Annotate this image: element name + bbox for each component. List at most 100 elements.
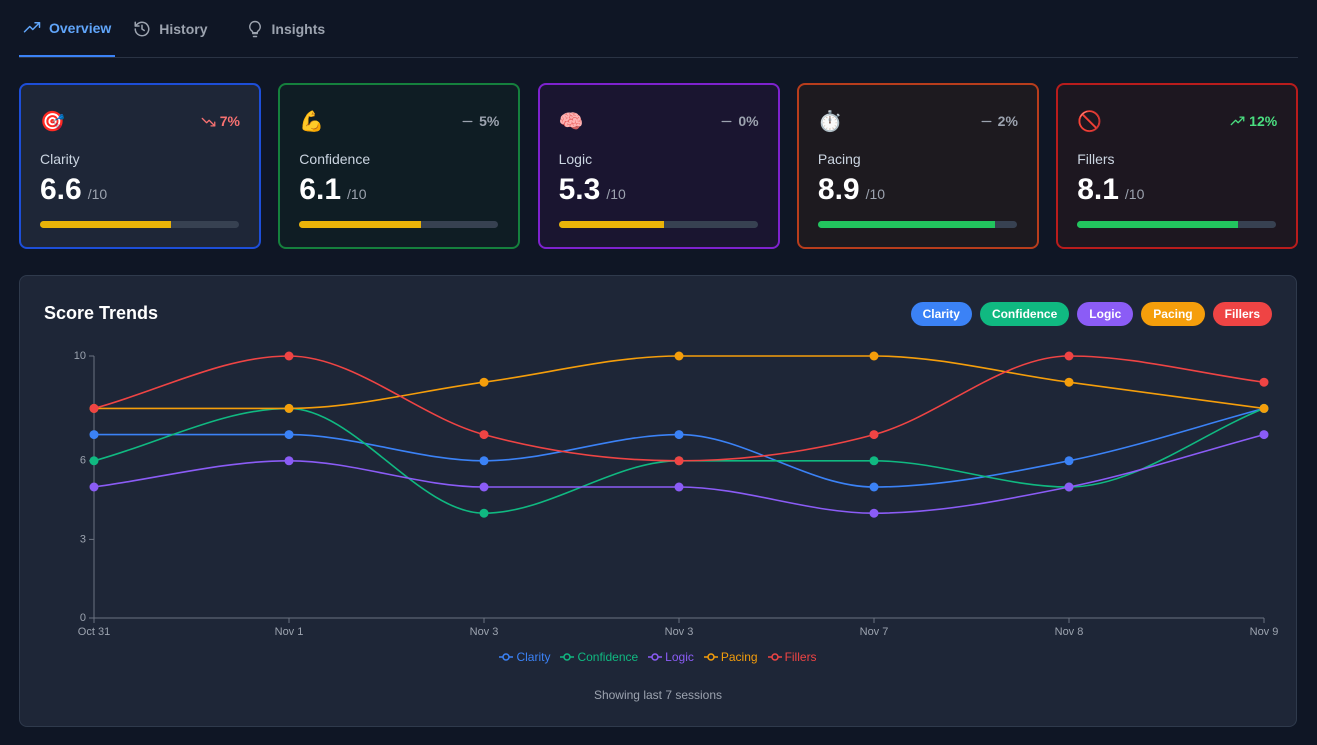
change-value: 5% <box>479 113 500 129</box>
tab-label: Overview <box>49 19 112 36</box>
point <box>674 482 684 492</box>
legend-label: Pacing <box>720 650 758 664</box>
x-tick-label: Nov 8 <box>1055 626 1084 638</box>
series-toggle[interactable]: Confidence <box>979 302 1070 326</box>
legend-item: Pacing <box>703 650 758 664</box>
legend-item: Logic <box>648 650 694 664</box>
series-line <box>93 433 1265 515</box>
change-value: 7% <box>219 113 240 129</box>
point <box>479 456 489 466</box>
x-tick-label: Nov 3 <box>470 626 499 638</box>
tab-bar: Overview History Insights <box>19 0 1298 58</box>
metric-card: 🎯 7% Clarity 6.6/10 <box>19 83 261 249</box>
score-max: /10 <box>347 186 367 202</box>
legend-swatch <box>560 653 575 661</box>
card-icon: 🎯 <box>40 111 65 133</box>
progress-bar <box>1077 221 1239 228</box>
point <box>1064 482 1074 492</box>
legend-swatch <box>648 653 663 661</box>
change: 7% <box>201 113 240 129</box>
y-tick-label: 10 <box>74 350 86 362</box>
metric-card: 🧠 0% Logic 5.3/10 <box>537 83 780 249</box>
metric-card: 🚫 12% Fillers 8.1/10 <box>1056 83 1299 249</box>
trend-icon <box>462 120 473 122</box>
tab[interactable]: Overview <box>19 0 116 57</box>
trend-icon <box>981 120 992 122</box>
score-max: /10 <box>87 186 108 202</box>
point <box>869 508 879 518</box>
point <box>1259 377 1269 387</box>
point <box>89 403 99 413</box>
series-toggles: Clarity Confidence Logic Pacing Fillers <box>910 302 1272 326</box>
metric-card: 💪 5% Confidence 6.1/10 <box>278 83 521 249</box>
score-value: 8.9 <box>817 173 860 206</box>
point <box>869 456 879 466</box>
progress-bar <box>558 221 665 228</box>
legend-label: Logic <box>665 650 694 664</box>
tab-icon <box>23 21 41 32</box>
progress-track <box>558 221 758 228</box>
tab-icon <box>248 20 261 37</box>
x-tick-label: Nov 7 <box>860 626 889 638</box>
legend: Clarity Confidence Logic Pacing Fillers <box>20 650 1296 664</box>
tab-label: Insights <box>271 20 326 37</box>
tab-label: History <box>159 20 208 37</box>
card-icon: 💪 <box>299 111 325 133</box>
tab[interactable]: History <box>129 0 227 57</box>
score: 8.1/10 <box>1077 173 1144 207</box>
tab-icon <box>134 21 150 36</box>
change-value: 12% <box>1249 113 1278 129</box>
point <box>674 351 684 361</box>
card-label: Logic <box>558 151 593 167</box>
score: 6.6/10 <box>40 173 107 207</box>
progress-bar <box>299 221 421 228</box>
legend-label: Fillers <box>784 650 817 664</box>
change: 12% <box>1230 113 1277 129</box>
y-tick-label: 3 <box>80 533 86 545</box>
x-tick-label: Nov 3 <box>665 626 694 638</box>
point <box>479 482 489 492</box>
legend-label: Confidence <box>577 650 639 664</box>
change: 2% <box>979 113 1018 129</box>
chart-panel: 0 3 6 10 Oct 31 Nov 1 Nov 3 Nov 3 Nov 7 Nov 8 Nov … <box>19 275 1297 727</box>
progress-track <box>299 221 499 228</box>
point <box>479 377 489 387</box>
card-label: Fillers <box>1077 151 1115 167</box>
series-toggle[interactable]: Pacing <box>1141 302 1205 326</box>
legend-label: Clarity <box>516 650 551 664</box>
series-line <box>94 407 1265 488</box>
card-icon: ⏱️ <box>817 111 843 133</box>
metric-card: ⏱️ 2% Pacing 8.9/10 <box>796 83 1039 249</box>
point <box>1259 403 1269 413</box>
series-toggle[interactable]: Clarity <box>910 302 972 326</box>
score: 5.3/10 <box>559 173 626 207</box>
card-icon: 🧠 <box>558 111 584 133</box>
card-icon: 🚫 <box>1077 111 1103 133</box>
point <box>869 351 879 361</box>
point <box>674 456 684 466</box>
score-value: 5.3 <box>558 173 601 206</box>
card-label: Clarity <box>40 151 80 167</box>
trend-icon <box>1230 116 1245 125</box>
legend-item: Fillers <box>767 650 817 664</box>
score-value: 8.1 <box>1077 173 1119 206</box>
chart-title: Score Trends <box>44 303 159 323</box>
point <box>479 430 489 440</box>
tab[interactable]: Insights <box>242 0 346 57</box>
point <box>284 430 294 440</box>
legend-item: Confidence <box>560 650 638 664</box>
chart: 0 3 6 10 Oct 31 Nov 1 Nov 3 Nov 3 Nov 7 Nov 8 Nov … <box>74 350 1279 638</box>
point <box>1259 430 1269 440</box>
y-tick-label: 0 <box>80 612 86 624</box>
score: 8.9/10 <box>818 173 885 207</box>
series-toggle[interactable]: Fillers <box>1212 302 1272 326</box>
point <box>1064 351 1074 361</box>
change: 0% <box>719 113 759 129</box>
x-tick-label: Nov 9 <box>1250 626 1279 638</box>
point <box>869 430 879 440</box>
series-toggle[interactable]: Logic <box>1077 302 1134 326</box>
trend-icon <box>201 117 216 126</box>
legend-swatch <box>703 653 718 661</box>
change-value: 0% <box>738 113 759 129</box>
